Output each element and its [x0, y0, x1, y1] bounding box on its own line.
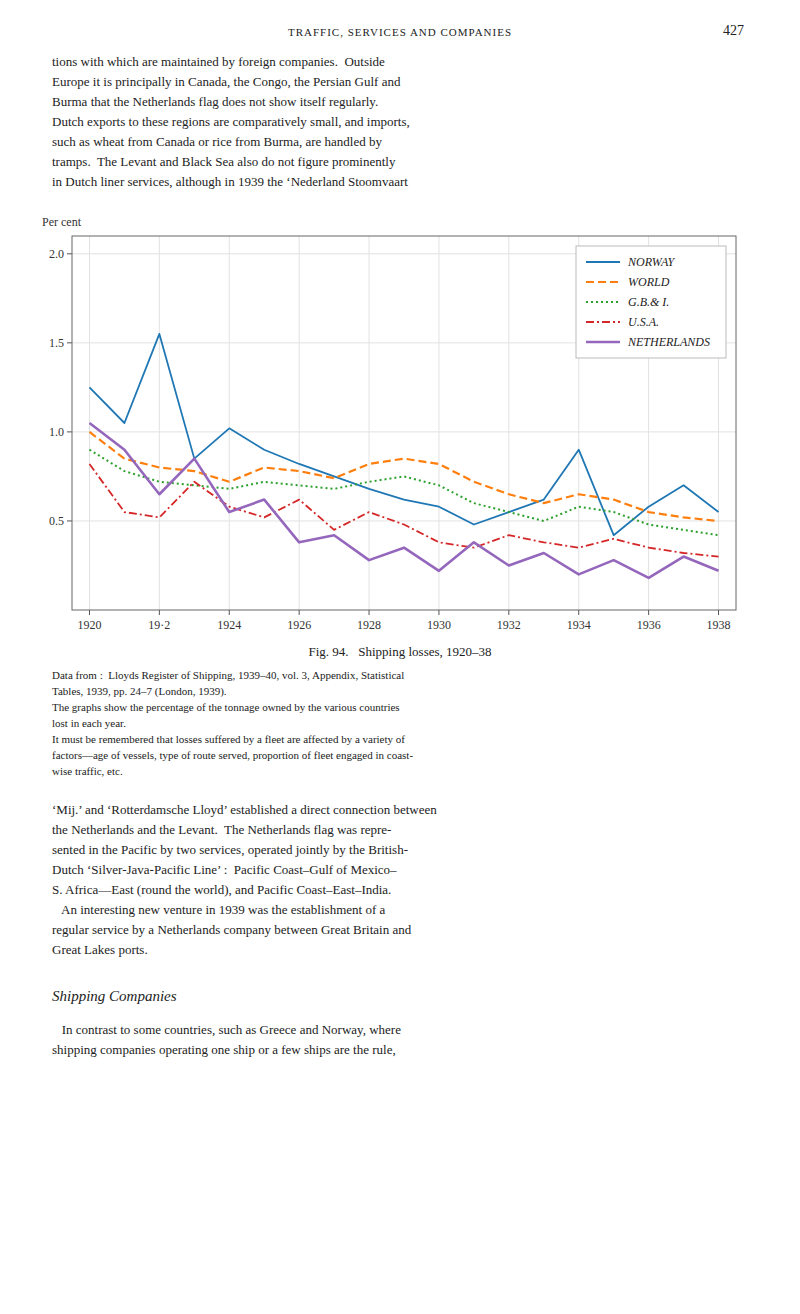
tick-label: 2.0: [49, 247, 64, 261]
tick-label: 1930: [427, 618, 451, 632]
page-number: 427: [723, 23, 744, 39]
tick-mark: [159, 610, 160, 615]
chart-title: Fig. 94. Shipping losses, 1920–38: [0, 644, 800, 660]
lines: [89, 334, 718, 578]
legend-swatch: [586, 301, 620, 303]
plot-frame: [72, 236, 736, 610]
series-line: [89, 334, 718, 535]
tick-mark: [648, 610, 649, 615]
tick-mark: [67, 342, 72, 343]
tick-label: 1924: [217, 618, 241, 632]
tick-mark: [67, 253, 72, 254]
tick-label: 1926: [287, 618, 311, 632]
caption-line: wise traffic, etc.: [52, 764, 123, 779]
tick-label: 1.5: [49, 336, 64, 350]
body-text: In contrast to some countries, such as G…: [52, 1020, 401, 1060]
legend-label: WORLD: [628, 275, 670, 289]
legend-swatch: [586, 341, 620, 344]
series-line: [89, 423, 718, 578]
chart: 0.5 1.0 1.5 2.0 1920 19·2 1924 1926 1928 1930 1932…: [0, 206, 800, 642]
tick-label: 1.0: [49, 425, 64, 439]
tick-mark: [438, 610, 439, 615]
tick-label: 1938: [707, 618, 731, 632]
legend-label: NETHERLANDS: [627, 335, 710, 349]
series-line: [89, 464, 718, 557]
section-heading: Shipping Companies: [52, 988, 177, 1005]
tick-mark: [718, 610, 719, 615]
legend-swatch: [586, 261, 620, 263]
legend-label: G.B.& I.: [628, 295, 669, 309]
plot-area: [72, 236, 736, 610]
grid-line: [299, 236, 300, 610]
caption-line: lost in each year.: [52, 716, 126, 731]
tick-label: 0.5: [49, 514, 64, 528]
caption-line: factors—age of vessels, type of route se…: [52, 748, 413, 763]
tick-label: 1928: [357, 618, 381, 632]
legend-swatch: [586, 281, 620, 283]
axis-label: Per cent: [42, 215, 82, 229]
grid-line: [159, 236, 160, 610]
legend-label: U.S.A.: [628, 315, 659, 329]
tick-mark: [67, 520, 72, 521]
grid-line: [72, 520, 736, 521]
grid-line: [508, 236, 509, 610]
tick-mark: [578, 610, 579, 615]
grid-line: [72, 431, 736, 432]
caption-line: Data from : Lloyds Register of Shipping,…: [52, 668, 404, 683]
caption-line: The graphs show the percentage of the to…: [52, 700, 400, 715]
tick-label: 19·2: [148, 618, 170, 632]
tick-mark: [508, 610, 509, 615]
body-text: ‘Mij.’ and ‘Rotterdamsche Lloyd’ establi…: [52, 800, 437, 960]
tick-mark: [369, 610, 370, 615]
grid-line: [229, 236, 230, 610]
caption-line: It must be remembered that losses suffer…: [52, 732, 405, 747]
tick-label: 1920: [77, 618, 101, 632]
tick-mark: [67, 431, 72, 432]
tick-label: 1932: [497, 618, 521, 632]
tick-label: 1934: [567, 618, 591, 632]
legend: NORWAY WORLD G.B.& I. U.S.A. NETHERLANDS: [576, 246, 726, 358]
tick-mark: [229, 610, 230, 615]
tick-mark: [299, 610, 300, 615]
page-header: TRAFFIC, SERVICES AND COMPANIES: [0, 26, 800, 38]
legend-label: NORWAY: [627, 255, 676, 269]
grid-line: [438, 236, 439, 610]
grid-line: [369, 236, 370, 610]
tick-mark: [89, 610, 90, 615]
legend-box: [576, 246, 726, 358]
body-text: tions with which are maintained by forei…: [52, 52, 410, 192]
legend-swatch: [586, 321, 620, 323]
caption-line: Tables, 1939, pp. 24–7 (London, 1939).: [52, 684, 227, 699]
series-line: [89, 432, 718, 521]
tick-label: 1936: [637, 618, 661, 632]
